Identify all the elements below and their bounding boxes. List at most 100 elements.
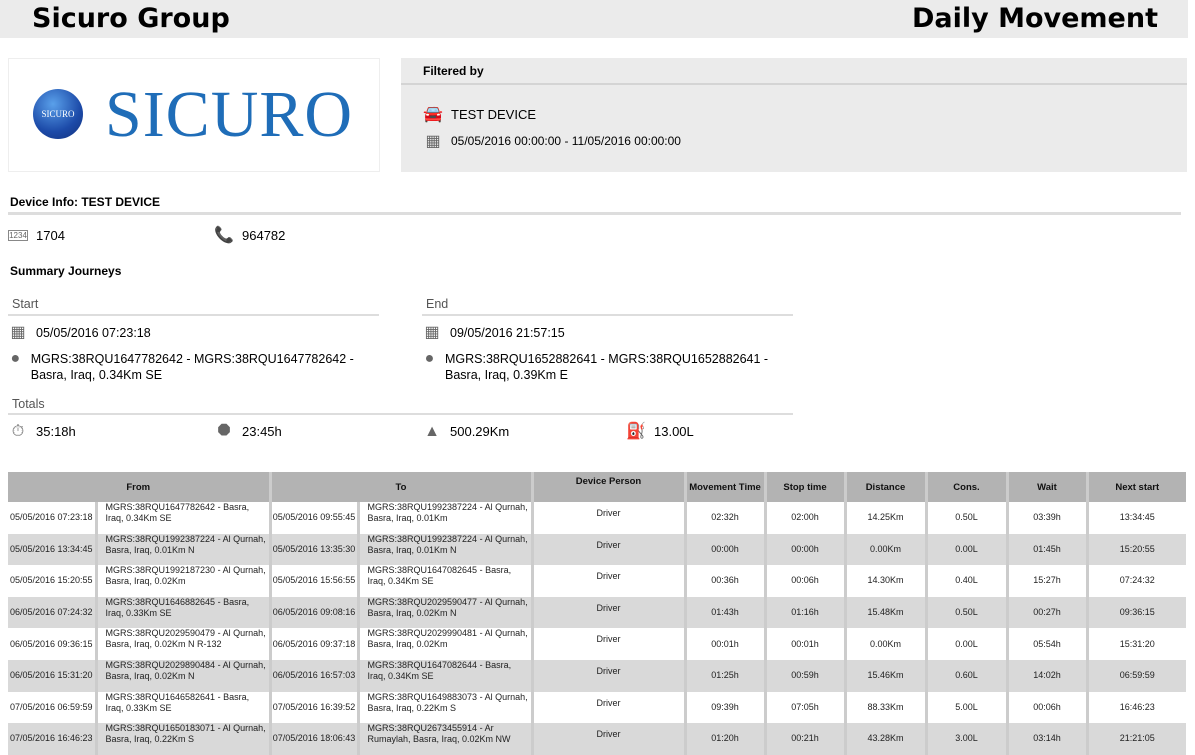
total-stop-time: 23:45h bbox=[242, 424, 282, 439]
wait: 00:27h bbox=[1007, 596, 1089, 629]
distance: 43.28Km bbox=[845, 723, 928, 755]
next-start: 13:34:45 bbox=[1119, 512, 1155, 523]
from-date: 05/05/2016 07:23:18 bbox=[8, 502, 98, 534]
from-date: 07/05/2016 06:59:59 bbox=[8, 691, 98, 724]
wait: 01:45h bbox=[1007, 533, 1089, 566]
header-from: From bbox=[8, 472, 272, 502]
device-id: 1704 bbox=[36, 228, 65, 243]
distance: 14.30Km bbox=[845, 565, 928, 597]
to-date: 05/05/2016 13:35:30 bbox=[270, 533, 360, 566]
device-info-heading: Device Info: TEST DEVICE bbox=[10, 195, 161, 209]
table-row: 06/05/2016 09:36:15 MGRS:38RQU2029590479 … bbox=[8, 628, 1186, 660]
distance: 15.46Km bbox=[845, 659, 928, 692]
total-fuel: 13.00L bbox=[654, 424, 694, 439]
end-label: End bbox=[426, 297, 449, 311]
filter-date-range: 05/05/2016 00:00:00 - 11/05/2016 00:00:0… bbox=[451, 134, 681, 148]
to-address: MGRS:38RQU1649883073 - Al Qurnah, Basra,… bbox=[358, 691, 534, 724]
logo-globe: SICURO bbox=[33, 89, 83, 139]
to-date: 07/05/2016 18:06:43 bbox=[270, 723, 360, 755]
movement-time: 00:00h bbox=[685, 533, 767, 566]
calendar-icon: ▦ bbox=[10, 324, 26, 341]
movement-time: 02:32h bbox=[685, 502, 767, 534]
stop-time: 02:00h bbox=[765, 502, 847, 534]
from-address: MGRS:38RQU1992187230 - Al Qurnah, Basra,… bbox=[96, 565, 272, 597]
from-address: MGRS:38RQU1650183071 - Al Qurnah, Basra,… bbox=[96, 723, 272, 755]
device-person: Driver bbox=[532, 691, 687, 724]
end-date: 09/05/2016 21:57:15 bbox=[450, 326, 565, 340]
car-icon: 🚘 bbox=[423, 106, 443, 123]
report-title: Daily Movement bbox=[911, 3, 1158, 34]
device-person: Driver bbox=[532, 628, 687, 660]
stop-time: 00:01h bbox=[765, 628, 847, 660]
from-date: 07/05/2016 16:46:23 bbox=[8, 723, 98, 755]
fuel-pump-icon: ⛽ bbox=[626, 423, 646, 440]
wait: 00:06h bbox=[1007, 691, 1089, 724]
from-date: 05/05/2016 15:20:55 bbox=[8, 565, 98, 597]
from-address: MGRS:38RQU2029590479 - Al Qurnah, Basra,… bbox=[96, 628, 272, 660]
to-address: MGRS:38RQU1647082644 - Basra, Iraq, 0.34… bbox=[358, 659, 534, 692]
stop-time: 01:16h bbox=[765, 596, 847, 629]
device-person: Driver bbox=[532, 659, 687, 692]
globe-icon: ● bbox=[424, 350, 435, 367]
start-label: Start bbox=[12, 297, 39, 311]
total-distance: 500.29Km bbox=[450, 424, 510, 439]
header-cons: Cons. bbox=[926, 472, 1009, 502]
report-header: Sicuro Group Daily Movement bbox=[0, 0, 1188, 38]
header-to: To bbox=[270, 472, 534, 502]
device-person: Driver bbox=[532, 596, 687, 629]
to-date: 05/05/2016 09:55:45 bbox=[270, 502, 360, 534]
logo-text: SICURO bbox=[105, 78, 354, 151]
to-address: MGRS:38RQU1992387224 - Al Qurnah, Basra,… bbox=[358, 502, 534, 534]
to-address: MGRS:38RQU2029990481 - Al Qurnah, Basra,… bbox=[358, 628, 534, 660]
wait: 03:14h bbox=[1007, 723, 1089, 755]
wait: 03:39h bbox=[1007, 502, 1089, 534]
journeys-table: From To Device Person Movement Time Stop… bbox=[8, 472, 1186, 755]
to-address: MGRS:38RQU1647082645 - Basra, Iraq, 0.34… bbox=[358, 565, 534, 597]
distance: 15.48Km bbox=[845, 596, 928, 629]
to-date: 05/05/2016 15:56:55 bbox=[270, 565, 360, 597]
stopwatch-icon: ⏱ bbox=[11, 423, 25, 440]
consumption: 0.00L bbox=[926, 533, 1009, 566]
phone-icon: 📞 bbox=[214, 227, 234, 244]
distance: 14.25Km bbox=[845, 502, 928, 534]
wait: 15:27h bbox=[1007, 565, 1089, 597]
movement-time: 00:01h bbox=[685, 628, 767, 660]
next-start: 15:31:20 bbox=[1119, 638, 1155, 649]
to-date: 06/05/2016 09:37:18 bbox=[270, 628, 360, 660]
totals-label: Totals bbox=[12, 397, 45, 411]
from-address: MGRS:38RQU2029890484 - Al Qurnah, Basra,… bbox=[96, 659, 272, 692]
next-start: 09:36:15 bbox=[1087, 596, 1186, 629]
filter-heading: Filtered by bbox=[423, 64, 484, 78]
wait: 05:54h bbox=[1007, 628, 1089, 660]
start-location: MGRS:38RQU1647782642 - MGRS:38RQU1647782… bbox=[30, 352, 354, 382]
filter-device: TEST DEVICE bbox=[451, 106, 537, 122]
consumption: 0.40L bbox=[926, 565, 1009, 597]
globe-icon: ● bbox=[10, 350, 21, 367]
start-date: 05/05/2016 07:23:18 bbox=[36, 326, 151, 340]
consumption: 0.60L bbox=[926, 659, 1009, 692]
consumption: 0.50L bbox=[926, 502, 1009, 534]
next-start: 07:24:32 bbox=[1119, 575, 1155, 586]
stop-time: 00:06h bbox=[765, 565, 847, 597]
device-id-icon: 1234 bbox=[8, 230, 28, 241]
movement-time: 09:39h bbox=[685, 691, 767, 724]
device-person: Driver bbox=[532, 502, 687, 534]
distance: 0.00Km bbox=[845, 628, 928, 660]
to-date: 06/05/2016 09:08:16 bbox=[270, 596, 360, 629]
header-wait: Wait bbox=[1007, 472, 1089, 502]
table-row: 05/05/2016 15:20:55 MGRS:38RQU1992187230 … bbox=[8, 565, 1186, 597]
wait: 14:02h bbox=[1007, 659, 1089, 692]
stop-time: 00:00h bbox=[765, 533, 847, 566]
stop-sign-icon: ⯃ bbox=[217, 423, 231, 440]
to-date: 07/05/2016 16:39:52 bbox=[270, 691, 360, 724]
calendar-icon: ▦ bbox=[425, 133, 441, 150]
device-person: Driver bbox=[532, 565, 687, 597]
header-stop-time: Stop time bbox=[765, 472, 847, 502]
header-device-person: Device Person bbox=[532, 472, 687, 502]
stop-time: 07:05h bbox=[765, 691, 847, 724]
to-address: MGRS:38RQU1992387224 - Al Qurnah, Basra,… bbox=[358, 533, 534, 566]
table-row: 06/05/2016 15:31:20 MGRS:38RQU2029890484 … bbox=[8, 659, 1186, 692]
calendar-icon: ▦ bbox=[424, 324, 440, 341]
consumption: 5.00L bbox=[926, 691, 1009, 724]
from-address: MGRS:38RQU1646582641 - Basra, Iraq, 0.33… bbox=[96, 691, 272, 724]
